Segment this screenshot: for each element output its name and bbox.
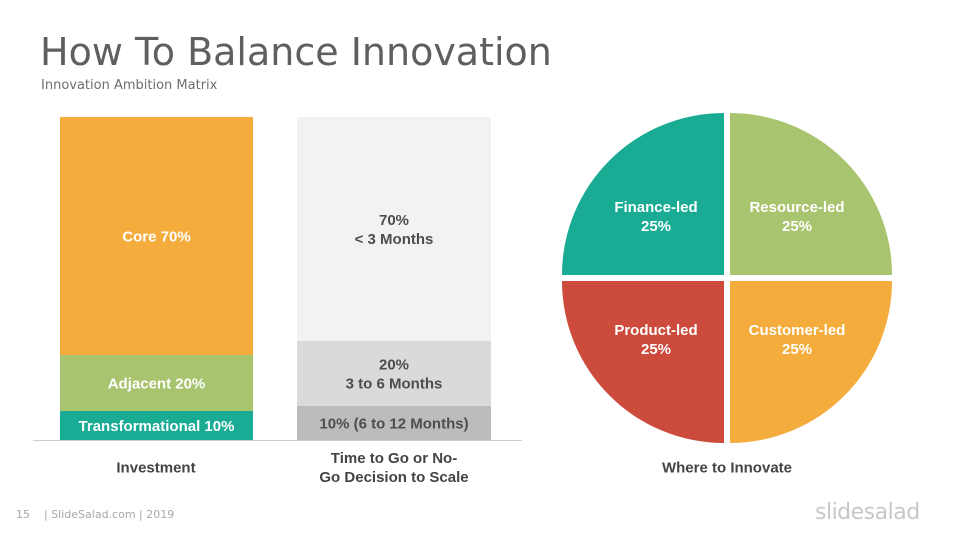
pie-slice-label-3: Product-led 25% [614,322,697,358]
footer: 15 | SlideSalad.com | 2019 [16,508,174,521]
brand-logo: slidesalad [815,500,920,525]
bar-segment-0-0 [60,411,253,440]
bar-segment-0-1 [60,355,253,411]
pie-xlabel: Where to Innovate [662,459,792,476]
bar-segment-label-1-2: 70% < 3 Months [355,212,434,248]
bar-segment-1-0 [297,406,491,440]
footer-text: | SlideSalad.com | 2019 [44,508,175,521]
bar-segment-1-2 [297,117,491,341]
slide-title: How To Balance Innovation [40,30,552,74]
bar-segment-label-1-0: 10% (6 to 12 Months) [319,415,468,432]
bar-segment-label-0-2: Core 70% [122,228,190,245]
bar-segment-1-1 [297,341,491,406]
bar-xlabel-investment: Investment [116,459,195,476]
bar-segment-label-1-1: 20% 3 to 6 Months [346,356,443,392]
bar-xlabel-time: Time to Go or No-Go Decision to Scale [319,450,468,486]
bar-segment-0-2 [60,117,253,355]
bar-segment-label-0-1: Adjacent 20% [108,375,206,392]
pie-slice-label-0: Finance-led 25% [614,199,697,235]
pie-slice-label-1: Resource-led 25% [749,199,844,235]
pie-slice-2 [730,281,892,443]
slide-subtitle: Innovation Ambition Matrix [41,78,218,93]
page-number: 15 [16,508,30,521]
pie-slice-3 [562,281,724,443]
pie-slice-1 [730,113,892,275]
pie-slice-0 [562,113,724,275]
bar-segment-label-0-0: Transformational 10% [79,418,235,435]
pie-slice-label-2: Customer-led 25% [749,322,846,358]
